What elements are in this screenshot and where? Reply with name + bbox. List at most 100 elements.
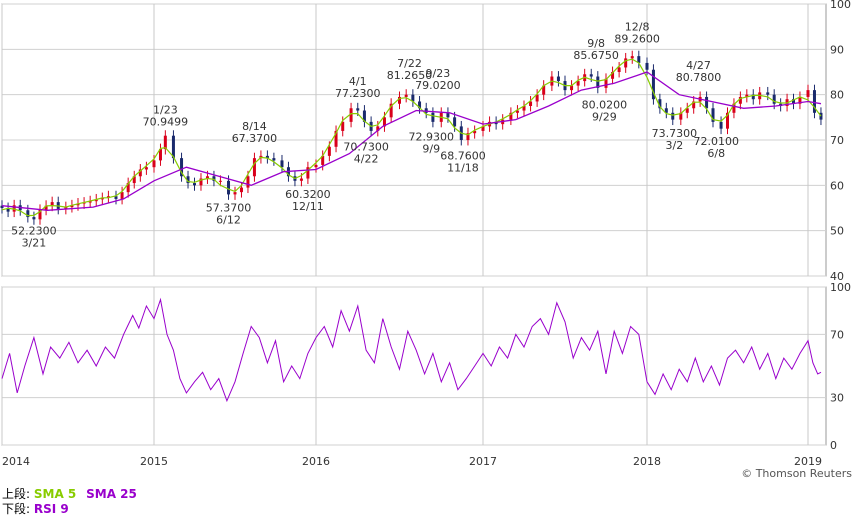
candle-body: [453, 117, 457, 127]
candle-body: [617, 67, 621, 72]
candle-body: [671, 112, 675, 120]
candle-body: [630, 56, 634, 59]
annotation-value: 60.3200: [285, 188, 331, 201]
candle-body: [321, 155, 325, 165]
candle-body: [114, 196, 118, 199]
annotation-date: 1/23: [153, 104, 178, 117]
annotation-value: 77.2300: [335, 87, 381, 100]
candle-body: [685, 108, 689, 113]
candle-body: [522, 106, 526, 111]
annotation-date: 3/21: [22, 237, 47, 250]
rsi-y-tick-label: 70: [830, 328, 844, 341]
copyright-credit: © Thomson Reuters: [741, 467, 852, 480]
candle-body: [356, 108, 360, 111]
candle-body: [239, 187, 243, 193]
candle-body: [50, 202, 54, 206]
price-annotation: 9/885.6750: [573, 37, 619, 62]
x-tick-label: 2017: [469, 455, 497, 468]
annotation-date: 12/8: [625, 21, 650, 34]
candle-body: [792, 99, 796, 104]
annotation-date: 4/27: [686, 59, 711, 72]
candle-body: [212, 176, 216, 181]
candle-body: [751, 94, 755, 100]
price-y-tick-label: 60: [830, 179, 844, 192]
candle-body: [589, 74, 593, 77]
candle-body: [180, 158, 184, 177]
rsi-y-tick-label: 30: [830, 392, 844, 405]
candle-body: [233, 192, 237, 195]
annotation-date: 12/11: [292, 200, 324, 213]
candle-body: [120, 192, 124, 199]
price-y-tick-label: 70: [830, 134, 844, 147]
candle-body: [144, 167, 148, 170]
candle-body: [570, 85, 574, 91]
candle-body: [193, 183, 196, 186]
candle-body: [726, 112, 729, 129]
candle-body: [535, 94, 539, 102]
candle-body: [745, 94, 749, 97]
candle-body: [637, 56, 641, 63]
candle-body: [186, 176, 190, 184]
annotation-value: 72.0100: [693, 135, 739, 148]
candle-body: [12, 205, 16, 212]
candle-body: [299, 178, 303, 181]
candle-body: [509, 112, 513, 120]
candle-body: [645, 62, 649, 70]
x-tick-label: 2015: [140, 455, 168, 468]
legend-lower: 下段: RSI 9: [2, 502, 69, 516]
annotation-date: 7/22: [397, 57, 422, 70]
candle-body: [711, 108, 715, 122]
legend-rsi: RSI 9: [33, 502, 69, 516]
candle-body: [38, 209, 42, 220]
candle-body: [651, 69, 655, 100]
candle-body: [246, 176, 250, 188]
candle-body: [205, 176, 209, 179]
candle-body: [44, 205, 48, 210]
candle-body: [418, 101, 422, 109]
annotation-value: 89.2600: [614, 33, 660, 46]
candle-body: [664, 108, 668, 113]
candle-body: [138, 169, 142, 177]
candle-body: [576, 81, 580, 86]
candle-body: [798, 96, 802, 104]
candle-body: [404, 94, 408, 97]
price-annotation: 12/889.2600: [614, 21, 660, 46]
annotation-date: 6/12: [216, 213, 241, 226]
annotation-value: 79.0200: [415, 79, 461, 92]
candle-body: [611, 72, 615, 79]
rsi-panel-frame: [1, 286, 827, 446]
candle-body: [64, 207, 68, 209]
candle-body: [806, 90, 810, 97]
candle-body: [272, 158, 276, 161]
candle-body: [306, 167, 310, 179]
candle-body: [515, 110, 519, 113]
annotation-value: 70.7300: [343, 141, 389, 154]
candle-body: [738, 96, 742, 104]
candle-body: [812, 90, 816, 113]
candle-body: [431, 112, 435, 122]
price-y-tick-label: 100: [830, 0, 851, 11]
annotation-date: 9/9: [422, 143, 440, 156]
legend-lower-prefix: 下段:: [2, 502, 31, 516]
legend-upper-prefix: 上段:: [2, 487, 31, 501]
candle-body: [494, 121, 498, 125]
annotation-date: 4/22: [354, 153, 379, 166]
annotation-date: 4/1: [349, 75, 367, 88]
candle-body: [446, 112, 450, 118]
candle-body: [604, 78, 608, 88]
annotation-value: 68.7600: [440, 150, 486, 163]
legend-upper: 上段: SMA 5 SMA 25: [2, 487, 137, 501]
candle-body: [766, 92, 770, 95]
candle-body: [362, 110, 366, 122]
annotation-date: 11/18: [447, 162, 479, 175]
candle-body: [152, 160, 156, 168]
candle-body: [163, 135, 167, 150]
